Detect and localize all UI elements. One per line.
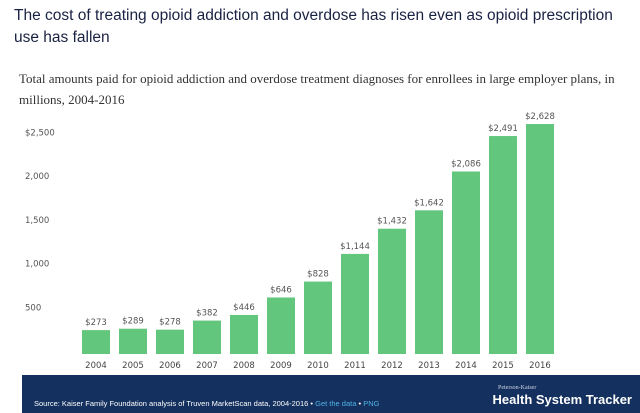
source-text: Source: Kaiser Family Foundation analysi… <box>34 399 309 408</box>
brand-subtitle: Peterson-Kaiser <box>498 385 537 391</box>
bar-2016 <box>526 124 554 354</box>
bar-2008 <box>230 314 258 354</box>
footer: Source: Kaiser Family Foundation analysi… <box>22 375 640 413</box>
x-tick-label: 2010 <box>307 361 329 371</box>
data-label: $446 <box>233 303 255 313</box>
bar-2011 <box>341 253 369 354</box>
x-tick-label: 2007 <box>196 361 218 371</box>
x-tick-label: 2005 <box>122 361 144 371</box>
data-label: $2,086 <box>451 159 481 169</box>
bar-2012 <box>378 228 406 354</box>
bar-2009 <box>267 297 295 354</box>
data-label: $1,432 <box>377 217 407 227</box>
data-label: $646 <box>270 285 292 295</box>
y-tick-label: 2,000 <box>25 172 49 182</box>
x-tick-label: 2014 <box>455 361 477 371</box>
data-label: $1,144 <box>340 242 370 252</box>
bar-2010 <box>304 281 332 354</box>
x-tick-label: 2016 <box>529 361 551 371</box>
bar-2005 <box>119 328 147 354</box>
data-label: $278 <box>159 318 181 328</box>
get-data-link[interactable]: Get the data <box>315 399 357 408</box>
x-tick-label: 2006 <box>159 361 181 371</box>
bar-2006 <box>156 329 184 354</box>
brand-logo: Health System Tracker <box>492 392 632 407</box>
bar-2013 <box>415 210 443 354</box>
bar-chart: 500 1,000 1,500 2,000 $2,500 $273 2004 $289 2005… <box>25 112 555 371</box>
bar-2007 <box>193 320 221 354</box>
bar-2004 <box>82 330 110 354</box>
chart-subtitle: Total amounts paid for opioid addiction … <box>19 71 615 107</box>
bar-2015 <box>489 136 517 354</box>
x-tick-label: 2013 <box>418 361 440 371</box>
data-label: $289 <box>122 317 144 327</box>
data-label: $828 <box>307 270 329 280</box>
data-label: $273 <box>85 318 107 328</box>
x-tick-label: 2004 <box>85 361 107 371</box>
bar-2014 <box>452 171 480 354</box>
x-tick-label: 2009 <box>270 361 292 371</box>
data-label: $2,491 <box>488 124 518 134</box>
x-tick-label: 2008 <box>233 361 255 371</box>
x-tick-label: 2011 <box>344 361 366 371</box>
x-tick-label: 2015 <box>492 361 514 371</box>
source-line: Source: Kaiser Family Foundation analysi… <box>34 399 379 408</box>
data-label: $2,628 <box>525 112 555 122</box>
y-tick-label: 1,500 <box>25 216 49 226</box>
chart-title: The cost of treating opioid addiction an… <box>14 7 613 46</box>
data-label: $382 <box>196 309 218 319</box>
y-tick-label: $2,500 <box>25 128 55 138</box>
png-link[interactable]: PNG <box>363 399 380 408</box>
x-tick-label: 2012 <box>381 361 403 371</box>
y-tick-label: 500 <box>25 303 41 313</box>
separator: • <box>308 399 316 408</box>
data-label: $1,642 <box>414 198 444 208</box>
separator: • <box>356 399 364 408</box>
y-tick-label: 1,000 <box>25 260 49 270</box>
